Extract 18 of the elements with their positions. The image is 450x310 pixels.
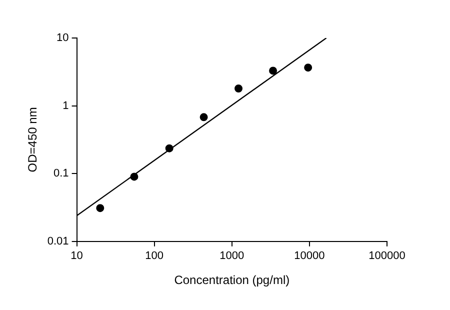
x-tick-label: 100 (145, 250, 164, 262)
x-axis-title: Concentration (pg/ml) (174, 273, 290, 288)
y-tick-label: 10 (56, 32, 69, 44)
y-tick-label: 0.01 (47, 235, 69, 248)
y-axis-title: OD=450 nm (26, 107, 40, 172)
x-tick-label: 10 (70, 250, 83, 262)
point (96, 204, 104, 212)
point (130, 172, 138, 181)
y-tick-label: 0.1 (54, 168, 69, 180)
y-tick-label: 1 (62, 100, 69, 112)
x-tick-label: 1000 (220, 250, 244, 262)
x-tick-label: 10000 (294, 250, 325, 262)
point (200, 113, 208, 122)
x-tick-label: 100000 (368, 250, 406, 262)
point (269, 66, 278, 75)
point (165, 144, 174, 152)
point (234, 84, 243, 92)
point (304, 64, 312, 72)
